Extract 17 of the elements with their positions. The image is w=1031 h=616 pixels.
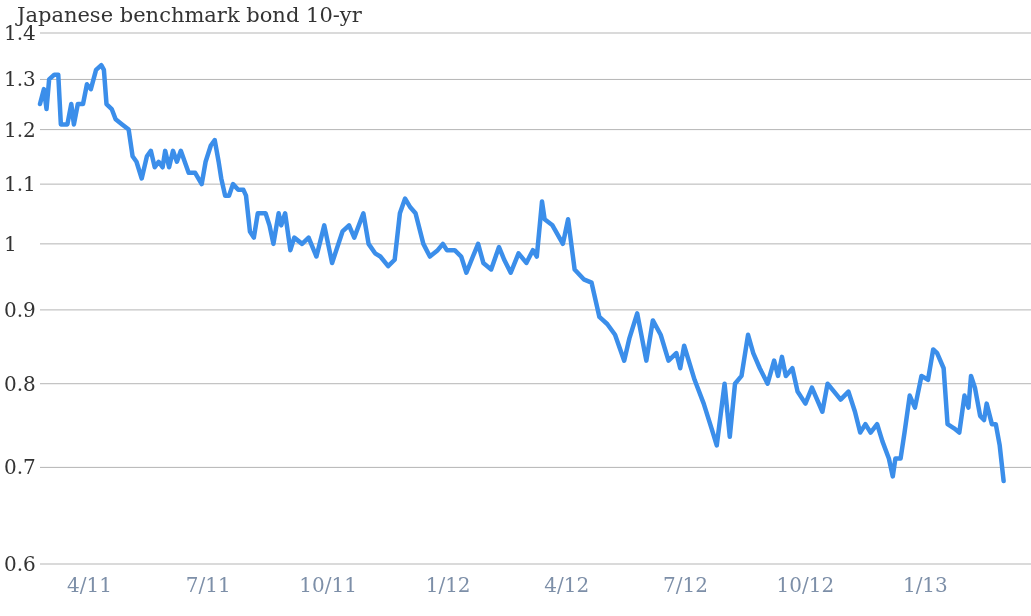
x-tick-label: 7/12 [662,573,708,597]
y-tick-label: 0.6 [4,552,36,576]
x-tick-label: 4/11 [67,573,113,597]
y-tick-label: 1.1 [4,172,36,197]
y-tick-label: 1.3 [4,67,36,92]
x-tick-label: 4/12 [544,573,590,597]
y-tick-label: 1.2 [4,117,36,142]
line-series [37,62,1006,484]
x-tick-label: 1/12 [425,573,471,597]
x-tick-label: 10/12 [776,573,835,597]
y-tick-label: 1 [4,231,17,256]
x-tick-label: 7/11 [185,573,231,597]
x-tick-label: 1/13 [902,573,948,597]
y-tick-label: 0.8 [4,371,36,396]
y-tick-label: 0.9 [4,297,36,322]
y-tick-label: 0.7 [4,455,36,480]
x-tick-label: 10/11 [299,573,357,597]
